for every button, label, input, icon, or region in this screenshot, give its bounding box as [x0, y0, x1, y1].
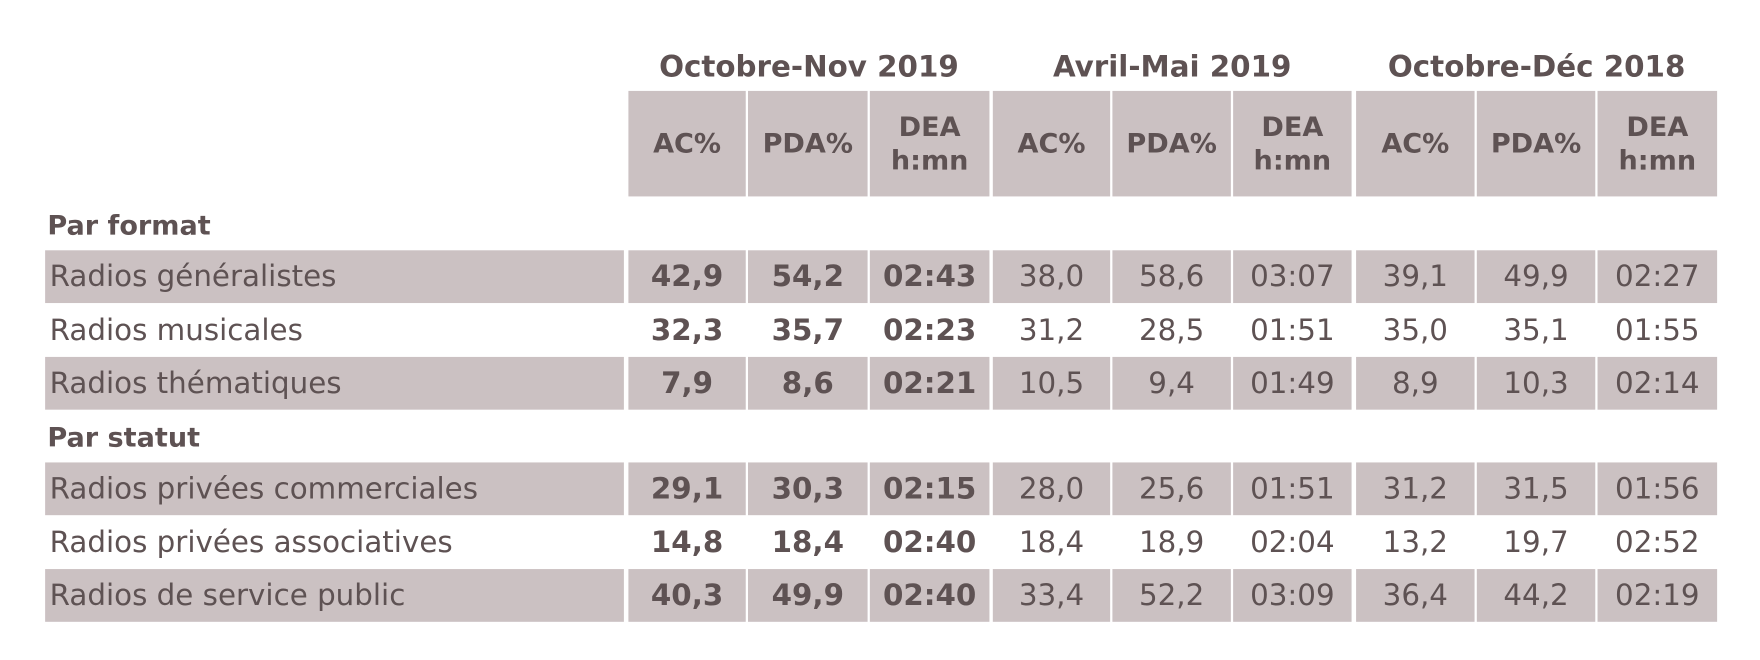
table-cell: 01:55: [1615, 313, 1700, 348]
column-header-dea-line2: h:mn: [1253, 144, 1332, 177]
column-header-dea: DEA h:mn: [869, 90, 990, 197]
table-cell: 49,9: [1476, 250, 1596, 304]
table-cell: 8,6: [747, 356, 868, 410]
table-cell: 02:40: [869, 569, 990, 622]
table-cell: 29,1: [628, 462, 746, 516]
table-cell: 03:07: [1233, 250, 1352, 304]
table-cell: 32,3: [650, 313, 724, 348]
table-cell: 02:43: [869, 250, 990, 304]
table-cell: 02:15: [869, 462, 990, 516]
column-header-ac: AC%: [992, 90, 1111, 197]
table-cell: 31,5: [1476, 462, 1596, 516]
table-cell: 36,4: [1356, 569, 1475, 622]
table-cell: 9,4: [1112, 356, 1231, 410]
table-cell: 35,0: [1382, 313, 1448, 348]
period-header: Octobre-Déc 2018: [1387, 50, 1686, 85]
table-cell: 02:21: [869, 356, 990, 410]
table-cell: 31,2: [1356, 462, 1475, 516]
table-cell: 7,9: [628, 356, 746, 410]
row-label: Radios privées commerciales: [45, 462, 624, 516]
table-cell: 13,2: [1382, 525, 1448, 560]
row-label: Radios thématiques: [45, 356, 624, 410]
table-cell: 38,0: [992, 250, 1111, 304]
table-cell: 02:19: [1597, 569, 1718, 622]
table-cell: 10,5: [992, 356, 1111, 410]
table-cell: 01:49: [1233, 356, 1352, 410]
table-cell: 02:23: [882, 313, 977, 348]
column-header-dea: DEA h:mn: [1597, 90, 1718, 197]
table-cell: 52,2: [1112, 569, 1231, 622]
table-cell: 40,3: [628, 569, 746, 622]
table-cell: 03:09: [1233, 569, 1352, 622]
table-cell: 30,3: [747, 462, 868, 516]
table-cell: 02:40: [882, 525, 977, 560]
table-cell: 28,5: [1138, 313, 1205, 348]
column-header-dea-line1: DEA: [898, 111, 961, 143]
table-cell: 02:04: [1250, 525, 1335, 560]
row-label: Radios généralistes: [45, 250, 624, 304]
table-cell: 02:14: [1597, 356, 1718, 410]
table-cell: 19,7: [1503, 525, 1569, 560]
table-cell: 18,9: [1138, 525, 1205, 560]
table-cell: 31,2: [1018, 313, 1085, 348]
column-header-pda: PDA%: [1476, 90, 1596, 197]
table-cell: 54,2: [747, 250, 868, 304]
table-cell: 25,6: [1112, 462, 1231, 516]
column-header-pda: PDA%: [747, 90, 868, 197]
table-cell: 35,7: [771, 313, 844, 348]
table-cell: 18,4: [771, 525, 844, 560]
section-title: Par format: [47, 209, 211, 242]
column-header-dea-line2: h:mn: [890, 144, 969, 177]
table-cell: 35,1: [1503, 313, 1569, 348]
period-header: Octobre-Nov 2019: [659, 50, 959, 85]
column-header-ac: AC%: [628, 90, 746, 197]
table-cell: 58,6: [1112, 250, 1231, 304]
table-cell: 01:56: [1597, 462, 1718, 516]
table-cell: 44,2: [1476, 569, 1596, 622]
column-header-ac: AC%: [1356, 90, 1475, 197]
table-cell: 02:52: [1615, 525, 1700, 560]
table-cell: 01:51: [1250, 313, 1335, 348]
table-cell: 02:27: [1597, 250, 1718, 304]
table-cell: 8,9: [1356, 356, 1475, 410]
column-header-dea-line1: DEA: [1261, 111, 1324, 143]
table-cell: 39,1: [1356, 250, 1475, 304]
column-header-dea: DEA h:mn: [1233, 90, 1352, 197]
table-cell: 42,9: [628, 250, 746, 304]
column-header-dea-line1: DEA: [1626, 111, 1689, 143]
section-title: Par statut: [47, 422, 201, 454]
column-header-pda: PDA%: [1112, 90, 1231, 197]
table-cell: 18,4: [1018, 525, 1085, 560]
row-label: Radios de service public: [45, 569, 624, 622]
row-label: Radios privées associatives: [49, 525, 453, 560]
table-cell: 10,3: [1476, 356, 1596, 410]
table-cell: 33,4: [992, 569, 1111, 622]
table-cell: 28,0: [992, 462, 1111, 516]
table-cell: 14,8: [650, 525, 724, 560]
table-cell: 49,9: [747, 569, 868, 622]
period-header: Avril-Mai 2019: [1052, 50, 1292, 85]
column-header-dea-line2: h:mn: [1618, 144, 1697, 177]
row-label: Radios musicales: [49, 313, 303, 348]
table-cell: 01:51: [1233, 462, 1352, 516]
